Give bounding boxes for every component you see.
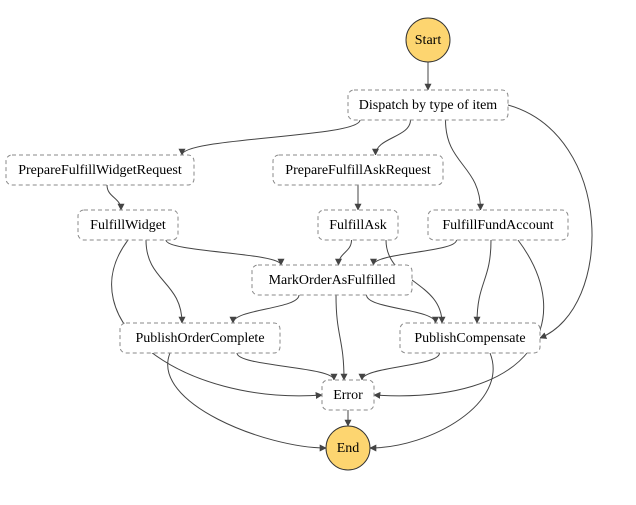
flowchart: Start End Dispatch by type of item PrepareF… xyxy=(0,0,636,505)
node-mark-label: MarkOrderAsFulfilled xyxy=(269,273,396,288)
edge-dispatch-pfw xyxy=(182,120,360,155)
edge-fw-error xyxy=(112,240,322,396)
edge-poc-end xyxy=(168,353,326,448)
node-dispatch: Dispatch by type of item xyxy=(348,90,508,120)
node-pfw: PrepareFulfillWidgetRequest xyxy=(6,155,194,185)
edge-mark-pc xyxy=(367,295,436,323)
node-end: End xyxy=(326,426,370,470)
edge-poc-error xyxy=(237,353,334,380)
node-pfa-label: PrepareFulfillAskRequest xyxy=(285,163,431,178)
node-end-label: End xyxy=(337,441,360,456)
edge-pfw-fw xyxy=(107,185,121,210)
node-pc: PublishCompensate xyxy=(400,323,540,353)
edge-ffa-pc xyxy=(477,240,491,323)
node-start: Start xyxy=(406,18,450,62)
node-fw: FulfillWidget xyxy=(78,210,178,240)
node-dispatch-label: Dispatch by type of item xyxy=(359,98,498,113)
node-pfa: PrepareFulfillAskRequest xyxy=(273,155,443,185)
node-pfw-label: PrepareFulfillWidgetRequest xyxy=(18,163,182,178)
nodes-layer: Start End Dispatch by type of item PrepareF… xyxy=(6,18,568,470)
edge-fa-mark xyxy=(339,240,352,265)
node-fa: FulfillAsk xyxy=(318,210,398,240)
node-mark: MarkOrderAsFulfilled xyxy=(252,265,412,295)
edge-fw-poc xyxy=(146,240,182,323)
edge-dispatch-pfa xyxy=(376,120,411,155)
node-fa-label: FulfillAsk xyxy=(329,218,387,233)
node-ffa-label: FulfillFundAccount xyxy=(442,218,553,233)
node-error-label: Error xyxy=(333,388,363,403)
node-start-label: Start xyxy=(415,33,442,48)
node-error: Error xyxy=(322,380,374,410)
node-poc-label: PublishOrderComplete xyxy=(135,331,264,346)
node-ffa: FulfillFundAccount xyxy=(428,210,568,240)
edge-fw-mark xyxy=(166,240,281,265)
edge-dispatch-ffa xyxy=(446,120,481,210)
edge-mark-error xyxy=(336,295,344,380)
node-poc: PublishOrderComplete xyxy=(120,323,280,353)
edge-pc-end xyxy=(370,353,493,448)
node-fw-label: FulfillWidget xyxy=(90,218,166,233)
node-pc-label: PublishCompensate xyxy=(414,331,525,346)
edge-mark-poc xyxy=(233,295,299,323)
edge-pc-error xyxy=(362,353,440,380)
edge-ffa-error xyxy=(374,240,544,396)
